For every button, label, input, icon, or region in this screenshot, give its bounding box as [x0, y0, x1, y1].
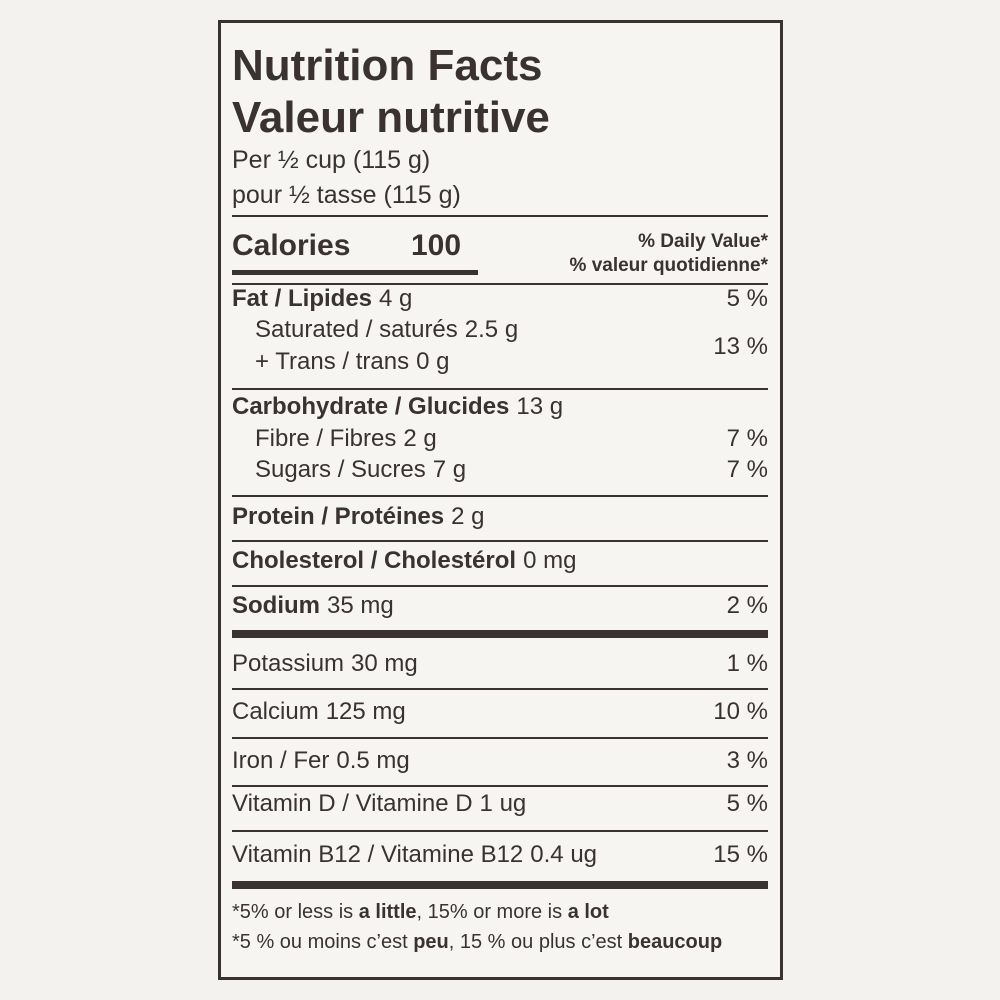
divider [232, 495, 768, 497]
calories-value: 100 [411, 229, 462, 262]
nutrient-name: Sugars / Sucres [255, 456, 426, 483]
serving: pour ½ tasse (115 g) [232, 181, 461, 209]
footnote: *5% or less is a little, 15% or more is … [232, 902, 609, 922]
nutrient-amount: 4 g [379, 285, 413, 312]
daily-value: 7 % [726, 456, 768, 483]
footnote-part: , 15 % ou plus c’est [448, 931, 628, 953]
nutrient-name: Fat / Lipides [232, 285, 373, 312]
divider [232, 737, 768, 739]
nutrient-amount: 0 g [416, 348, 450, 375]
divider [232, 585, 768, 587]
divider [232, 215, 768, 217]
daily-value: 15 % [713, 841, 768, 868]
nutrient-row: Saturated / saturés 2.5 g [255, 318, 518, 342]
footnote-part: peu [413, 931, 449, 953]
nutrient-amount: 0.5 mg [336, 747, 410, 774]
nutrient-name: Vitamin B12 / Vitamine B12 [232, 841, 524, 868]
title: Nutrition Facts [232, 41, 543, 90]
footnote-part: a lot [567, 901, 609, 923]
title: Valeur nutritive [232, 93, 550, 142]
daily-value-header: % Daily Value* [638, 231, 768, 252]
nutrition-label [218, 20, 783, 980]
divider [232, 388, 768, 390]
footnote-part: a little [358, 901, 417, 923]
nutrient-name: Fibre / Fibres [255, 425, 397, 452]
divider [232, 830, 768, 832]
daily-value: 7 % [726, 425, 768, 452]
footnote-part: *5% or less is [232, 901, 359, 923]
footnote: *5 % ou moins c’est peu, 15 % ou plus c’… [232, 932, 722, 952]
nutrient-amount: 13 g [516, 393, 564, 420]
daily-value: 2 % [726, 592, 768, 619]
divider [232, 540, 768, 542]
nutrient-amount: 125 mg [325, 698, 406, 725]
nutrient-name: Potassium [232, 650, 345, 677]
nutrient-amount: 2 g [451, 503, 485, 530]
nutrient-name: Vitamin D / Vitamine D [232, 790, 473, 817]
nutrient-row: Fat / Lipides 4 g [232, 287, 412, 311]
daily-value: 5 % [726, 790, 768, 817]
nutrient-name: + Trans / trans [255, 348, 410, 375]
divider [232, 270, 478, 275]
nutrient-name: Saturated / saturés [255, 316, 458, 343]
footnote-part: *5 % ou moins c’est [232, 931, 414, 953]
nutrient-name: Carbohydrate / Glucides [232, 393, 510, 420]
nutrient-row: Protein / Protéines 2 g [232, 505, 484, 529]
divider [232, 688, 768, 690]
nutrient-row: Sodium 35 mg [232, 594, 394, 618]
nutrient-name: Calcium [232, 698, 319, 725]
nutrient-row: Cholesterol / Cholestérol 0 mg [232, 549, 576, 573]
nutrient-row: Fibre / Fibres 2 g [255, 427, 437, 451]
nutrient-name: Cholesterol / Cholestérol [232, 547, 517, 574]
nutrient-name: Iron / Fer [232, 747, 330, 774]
calories-label: Calories [232, 229, 351, 262]
divider [232, 881, 768, 889]
nutrient-row: Potassium 30 mg [232, 652, 418, 676]
daily-value: 1 % [726, 650, 768, 677]
daily-value: 10 % [713, 698, 768, 725]
daily-value: 5 % [726, 285, 768, 312]
nutrient-name: Sodium [232, 592, 320, 619]
daily-value: 3 % [726, 747, 768, 774]
nutrient-row: + Trans / trans 0 g [255, 350, 449, 374]
nutrient-row: Sugars / Sucres 7 g [255, 458, 466, 482]
divider [232, 283, 768, 285]
nutrient-amount: 2 g [403, 425, 437, 452]
footnote-part: , 15% or more is [416, 901, 568, 923]
nutrient-amount: 2.5 g [464, 316, 519, 343]
nutrient-row: Vitamin B12 / Vitamine B12 0.4 ug [232, 843, 597, 867]
nutrient-amount: 35 mg [327, 592, 394, 619]
nutrient-name: Protein / Protéines [232, 503, 445, 530]
daily-value-header: % valeur quotidienne* [569, 255, 768, 276]
nutrient-amount: 1 ug [479, 790, 527, 817]
divider [232, 630, 768, 638]
nutrient-amount: 0 mg [523, 547, 577, 574]
nutrient-row: Carbohydrate / Glucides 13 g [232, 395, 563, 419]
nutrient-row: Iron / Fer 0.5 mg [232, 749, 410, 773]
footnote-part: beaucoup [627, 931, 723, 953]
nutrient-amount: 7 g [432, 456, 467, 483]
nutrient-amount: 0.4 ug [530, 841, 598, 868]
nutrient-amount: 30 mg [351, 650, 418, 677]
nutrient-row: Calcium 125 mg [232, 700, 406, 724]
daily-value: 13 % [713, 333, 768, 360]
divider [232, 785, 768, 787]
serving: Per ½ cup (115 g) [232, 146, 431, 174]
